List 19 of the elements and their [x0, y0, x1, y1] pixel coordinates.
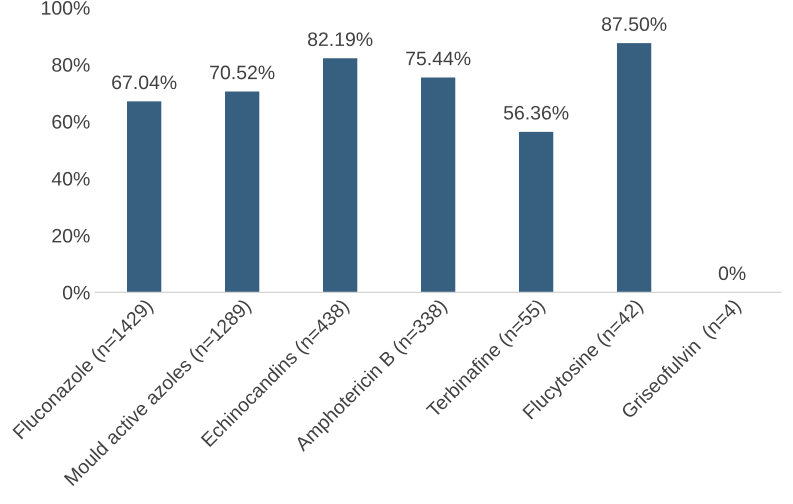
y-tick-label: 100%: [42, 1, 90, 15]
bar: [225, 92, 260, 292]
data-label: 82.19%: [308, 32, 372, 46]
data-label: 87.50%: [602, 17, 666, 31]
y-tick-label: 40%: [52, 172, 90, 186]
y-tick-label: 80%: [52, 58, 90, 72]
data-label: 67.04%: [112, 75, 176, 90]
bar: [616, 43, 652, 292]
y-tick-label: 60%: [52, 114, 90, 129]
data-label: 75.44%: [406, 52, 470, 66]
data-label: 0%: [718, 266, 746, 280]
y-tick-label: 20%: [52, 228, 90, 243]
data-label: 56.36%: [504, 106, 568, 120]
y-tick-label: 0%: [62, 286, 90, 300]
bar: [518, 132, 554, 292]
data-label: 70.52%: [210, 66, 274, 80]
bar: [127, 101, 162, 292]
bar: [420, 77, 456, 292]
bar: [322, 58, 358, 292]
